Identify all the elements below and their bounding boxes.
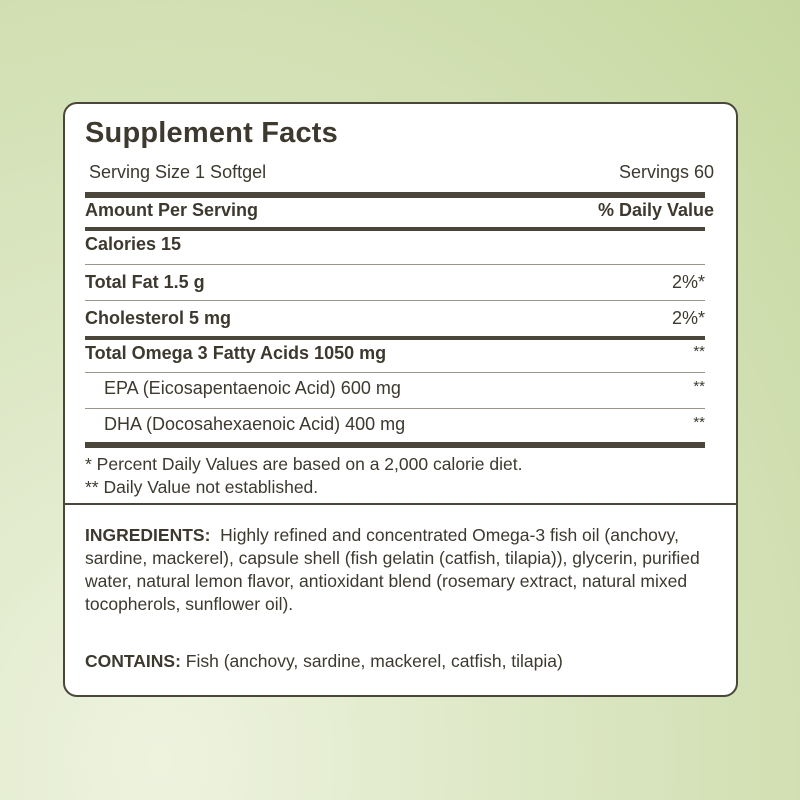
panel-title: Supplement Facts	[85, 117, 338, 149]
header-row: Amount Per Serving % Daily Value	[85, 200, 714, 221]
ingredients: INGREDIENTS: Highly refined and concentr…	[85, 524, 725, 616]
thin-rule	[85, 372, 705, 373]
section-divider	[65, 503, 736, 505]
thin-rule	[85, 300, 705, 301]
servings-count: Servings 60	[618, 162, 714, 182]
dv-header: % Daily Value	[597, 200, 714, 220]
ingredients-label: INGREDIENTS:	[85, 525, 211, 545]
row-label: Total Omega 3 Fatty Acids 1050 mg	[85, 343, 387, 363]
contains-label: CONTAINS:	[85, 651, 181, 671]
row-label: Total Fat 1.5 g	[85, 272, 205, 292]
thin-rule	[85, 408, 705, 409]
amount-header: Amount Per Serving	[85, 200, 259, 220]
row-label: Calories 15	[85, 234, 182, 254]
thin-rule	[85, 264, 705, 265]
row-label: Cholesterol 5 mg	[85, 308, 232, 328]
supplement-facts-panel: Supplement Facts Serving Size 1 Softgel …	[63, 102, 738, 697]
table-row: DHA (Docosahexaenoic Acid) 400 mg **	[85, 414, 705, 435]
thick-rule	[85, 192, 705, 198]
footnote: ** Daily Value not established.	[85, 477, 319, 497]
contains: CONTAINS: Fish (anchovy, sardine, macker…	[85, 651, 563, 672]
serving-size: Serving Size 1 Softgel	[89, 162, 267, 182]
row-dv: **	[693, 378, 705, 395]
serving-row: Serving Size 1 Softgel Servings 60	[89, 162, 714, 183]
footnotes: * Percent Daily Values are based on a 2,…	[85, 453, 522, 499]
row-dv: 2%*	[671, 308, 705, 328]
row-label: DHA (Docosahexaenoic Acid) 400 mg	[104, 414, 406, 434]
ingredients-text: Highly refined and concentrated Omega-3 …	[85, 525, 700, 614]
thick-rule	[85, 442, 705, 448]
medium-rule	[85, 336, 705, 340]
table-row: Total Fat 1.5 g 2%*	[85, 272, 705, 293]
medium-rule	[85, 227, 705, 231]
table-row: Calories 15	[85, 234, 705, 255]
row-dv: **	[693, 343, 705, 360]
row-dv: 2%*	[671, 272, 705, 292]
table-row: EPA (Eicosapentaenoic Acid) 600 mg **	[85, 378, 705, 399]
table-row: Total Omega 3 Fatty Acids 1050 mg **	[85, 343, 705, 364]
contains-text: Fish (anchovy, sardine, mackerel, catfis…	[185, 651, 563, 671]
row-dv: **	[693, 414, 705, 431]
row-label: EPA (Eicosapentaenoic Acid) 600 mg	[104, 378, 401, 398]
footnote: * Percent Daily Values are based on a 2,…	[85, 454, 523, 474]
table-row: Cholesterol 5 mg 2%*	[85, 308, 705, 329]
